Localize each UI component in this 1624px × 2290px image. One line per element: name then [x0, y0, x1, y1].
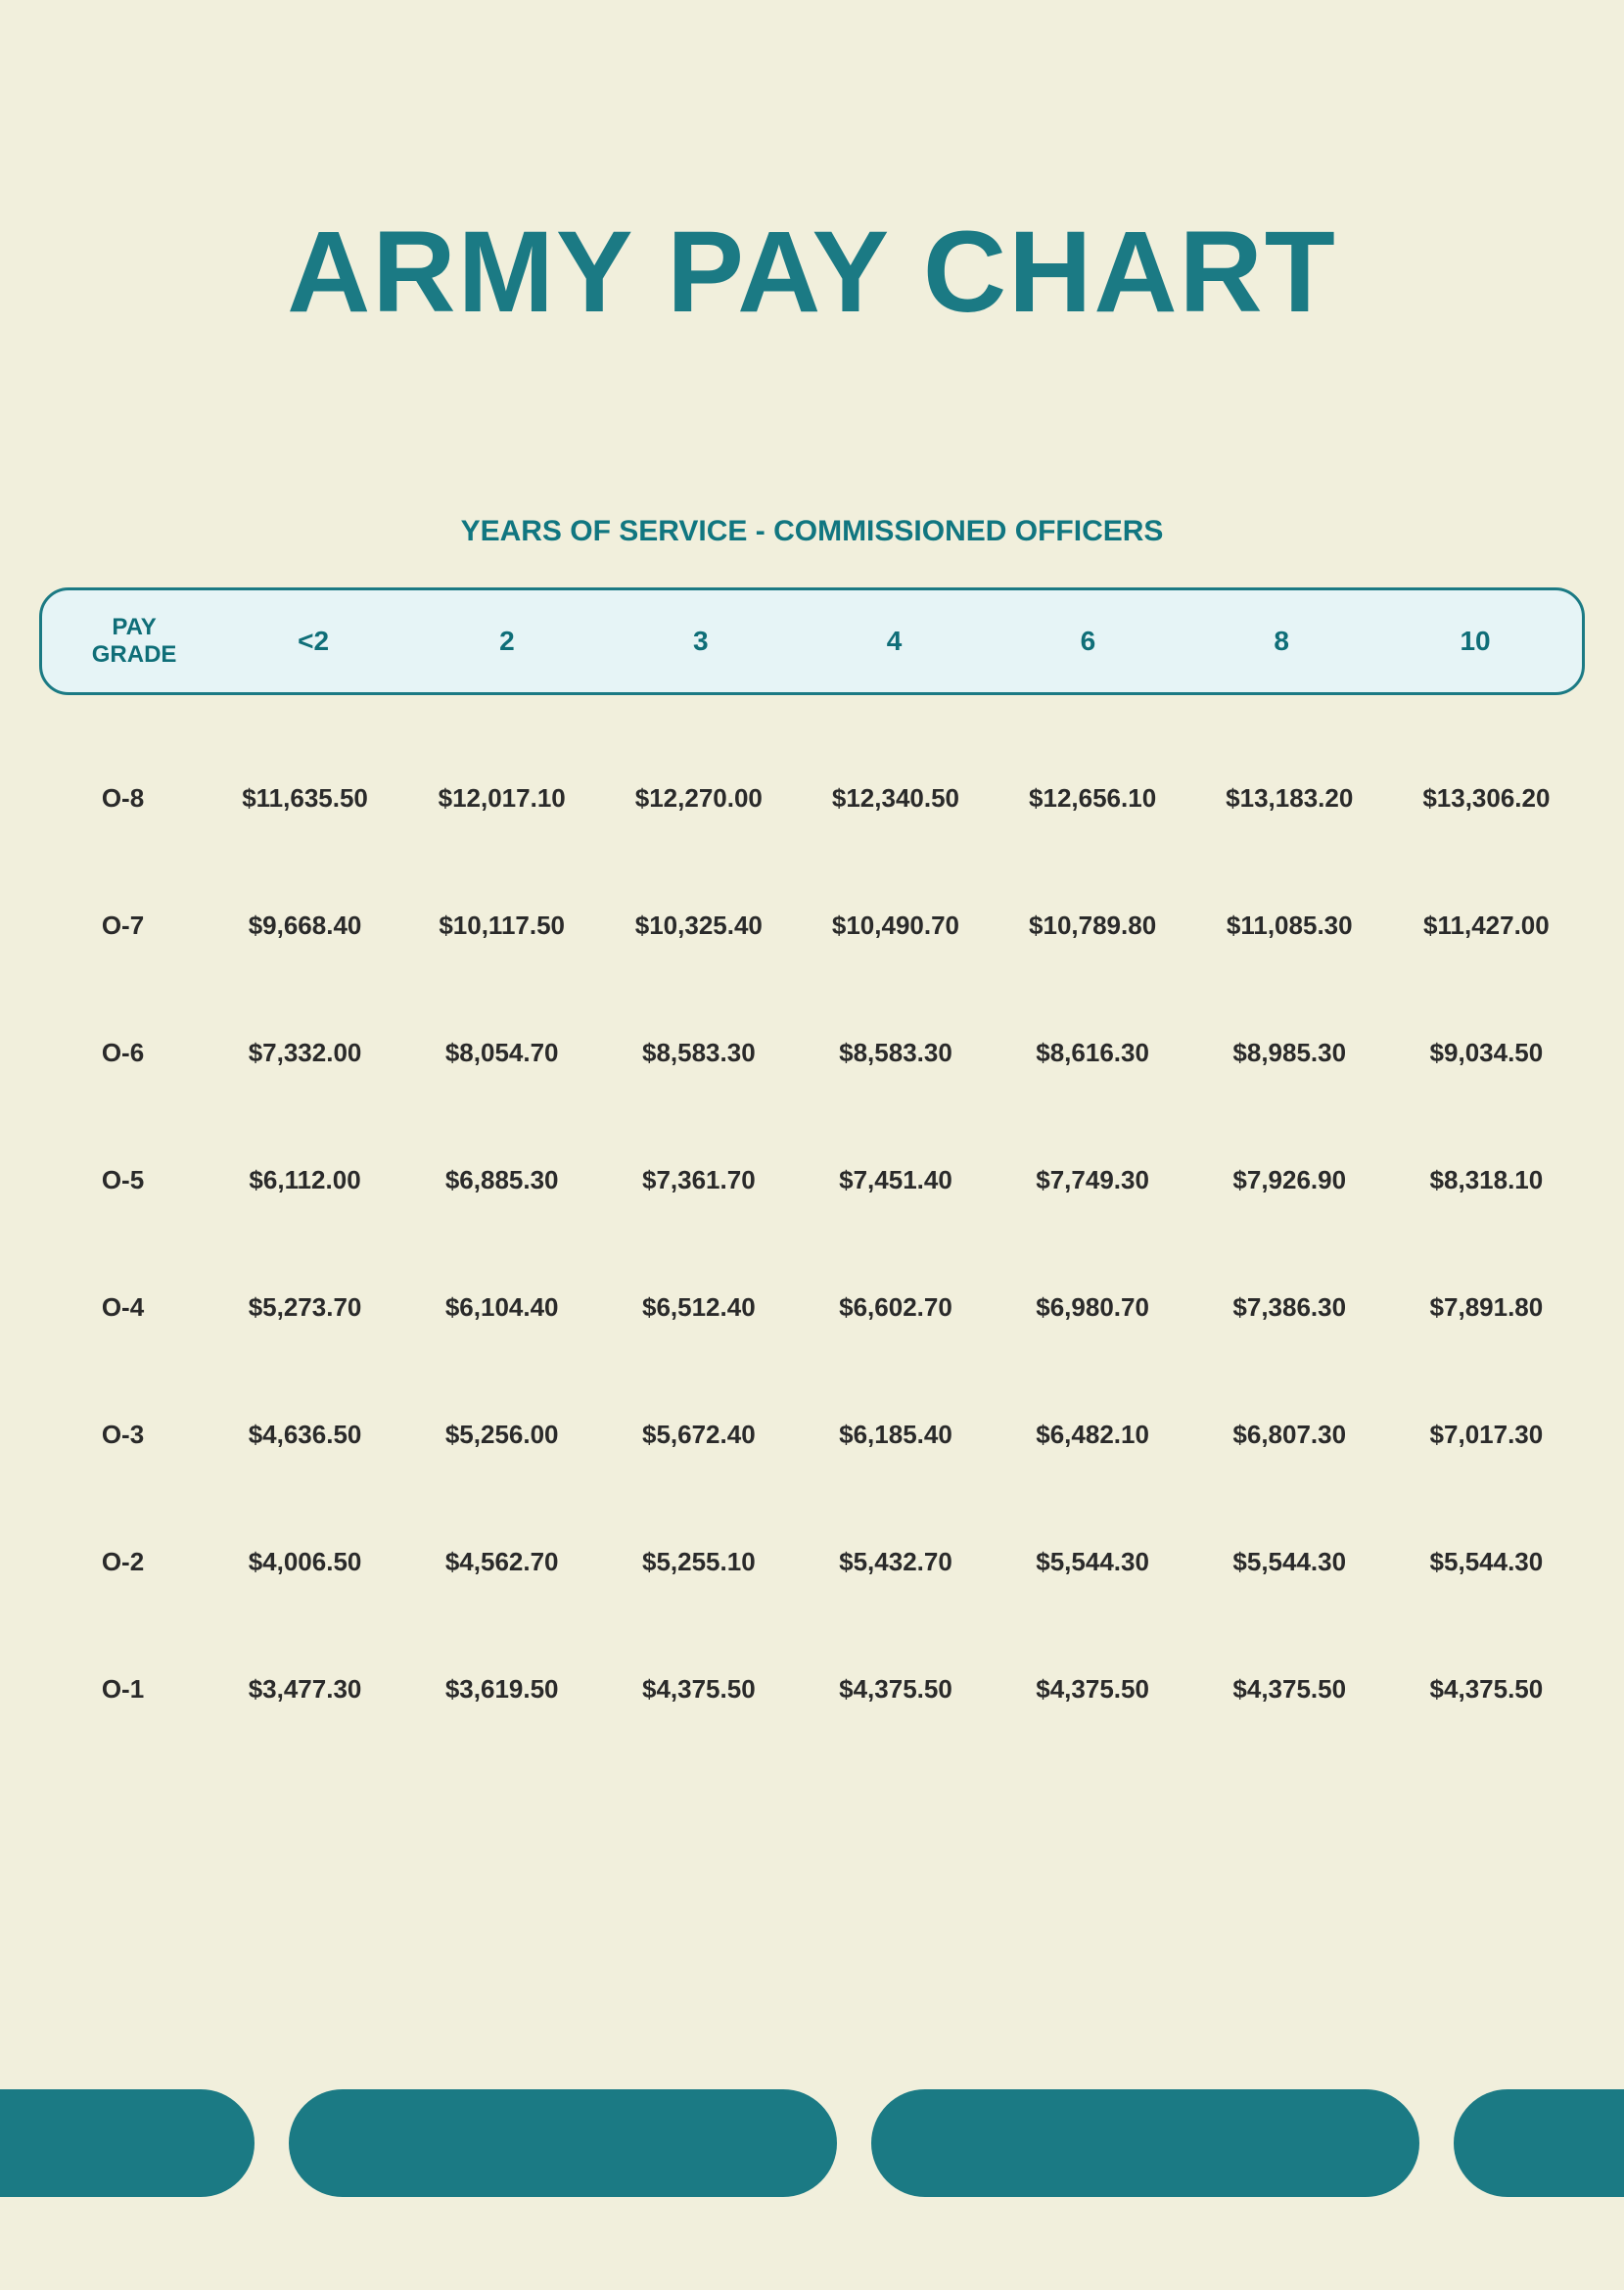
pay-value-cell: $5,256.00 — [403, 1420, 600, 1450]
pay-value-cell: $13,183.20 — [1191, 783, 1388, 814]
pay-value-cell: $4,375.50 — [600, 1674, 797, 1705]
pay-value-cell: $8,583.30 — [600, 1038, 797, 1068]
pay-value-cell: $7,891.80 — [1388, 1292, 1585, 1323]
pay-value-cell: $10,789.80 — [995, 911, 1191, 941]
pay-value-cell: $7,386.30 — [1191, 1292, 1388, 1323]
pay-value-cell: $11,427.00 — [1388, 911, 1585, 941]
pay-value-cell: $11,635.50 — [207, 783, 403, 814]
pay-value-cell: $6,104.40 — [403, 1292, 600, 1323]
pay-value-cell: $7,926.90 — [1191, 1165, 1388, 1195]
pay-value-cell: $4,636.50 — [207, 1420, 403, 1450]
footer-bar — [0, 2089, 255, 2197]
header-col: <2 — [216, 626, 410, 657]
pay-value-cell: $10,325.40 — [600, 911, 797, 941]
page-subtitle: YEARS OF SERVICE - COMMISSIONED OFFICERS — [0, 515, 1624, 548]
pay-value-cell: $7,451.40 — [797, 1165, 994, 1195]
pay-value-cell: $6,482.10 — [995, 1420, 1191, 1450]
pay-grade-cell: O-6 — [39, 1038, 207, 1068]
pay-value-cell: $10,490.70 — [797, 911, 994, 941]
header-col: 10 — [1378, 626, 1572, 657]
pay-value-cell: $7,361.70 — [600, 1165, 797, 1195]
pay-value-cell: $4,375.50 — [797, 1674, 994, 1705]
pay-value-cell: $4,375.50 — [1191, 1674, 1388, 1705]
pay-value-cell: $6,807.30 — [1191, 1420, 1388, 1450]
pay-value-cell: $12,017.10 — [403, 783, 600, 814]
pay-value-cell: $5,544.30 — [1388, 1547, 1585, 1577]
table-row: O-1$3,477.30$3,619.50$4,375.50$4,375.50$… — [39, 1625, 1585, 1753]
pay-value-cell: $6,602.70 — [797, 1292, 994, 1323]
header-pay-grade-line2: GRADE — [92, 641, 177, 668]
pay-grade-cell: O-3 — [39, 1420, 207, 1450]
pay-value-cell: $8,616.30 — [995, 1038, 1191, 1068]
pay-value-cell: $6,980.70 — [995, 1292, 1191, 1323]
table-row: O-7$9,668.40$10,117.50$10,325.40$10,490.… — [39, 862, 1585, 989]
footer-bar — [1454, 2089, 1624, 2197]
header-pay-grade: PAY GRADE — [52, 614, 216, 668]
pay-grade-cell: O-5 — [39, 1165, 207, 1195]
pay-value-cell: $4,375.50 — [995, 1674, 1191, 1705]
pay-value-cell: $5,544.30 — [1191, 1547, 1388, 1577]
page-title: ARMY PAY CHART — [0, 0, 1624, 339]
table-header-row: PAY GRADE <2 2 3 4 6 8 10 — [39, 587, 1585, 695]
pay-value-cell: $6,512.40 — [600, 1292, 797, 1323]
pay-grade-cell: O-1 — [39, 1674, 207, 1705]
pay-value-cell: $6,885.30 — [403, 1165, 600, 1195]
pay-value-cell: $8,054.70 — [403, 1038, 600, 1068]
table-row: O-3$4,636.50$5,256.00$5,672.40$6,185.40$… — [39, 1371, 1585, 1498]
pay-value-cell: $5,273.70 — [207, 1292, 403, 1323]
table-body: O-8$11,635.50$12,017.10$12,270.00$12,340… — [39, 734, 1585, 1753]
footer-bar — [289, 2089, 837, 2197]
table-row: O-8$11,635.50$12,017.10$12,270.00$12,340… — [39, 734, 1585, 862]
pay-value-cell: $9,668.40 — [207, 911, 403, 941]
header-col: 6 — [991, 626, 1184, 657]
pay-grade-cell: O-4 — [39, 1292, 207, 1323]
pay-value-cell: $7,749.30 — [995, 1165, 1191, 1195]
pay-value-cell: $12,656.10 — [995, 783, 1191, 814]
table-row: O-5$6,112.00$6,885.30$7,361.70$7,451.40$… — [39, 1116, 1585, 1243]
pay-value-cell: $5,432.70 — [797, 1547, 994, 1577]
pay-value-cell: $5,672.40 — [600, 1420, 797, 1450]
pay-value-cell: $8,985.30 — [1191, 1038, 1388, 1068]
pay-value-cell: $4,562.70 — [403, 1547, 600, 1577]
pay-grade-cell: O-7 — [39, 911, 207, 941]
header-pay-grade-line1: PAY — [112, 614, 156, 640]
header-col: 4 — [798, 626, 992, 657]
pay-value-cell: $6,112.00 — [207, 1165, 403, 1195]
pay-value-cell: $5,544.30 — [995, 1547, 1191, 1577]
pay-value-cell: $5,255.10 — [600, 1547, 797, 1577]
footer-bar — [871, 2089, 1419, 2197]
pay-value-cell: $4,375.50 — [1388, 1674, 1585, 1705]
pay-value-cell: $11,085.30 — [1191, 911, 1388, 941]
pay-value-cell: $8,318.10 — [1388, 1165, 1585, 1195]
pay-value-cell: $12,340.50 — [797, 783, 994, 814]
pay-value-cell: $7,017.30 — [1388, 1420, 1585, 1450]
header-col: 8 — [1184, 626, 1378, 657]
table-row: O-2$4,006.50$4,562.70$5,255.10$5,432.70$… — [39, 1498, 1585, 1625]
pay-value-cell: $12,270.00 — [600, 783, 797, 814]
pay-grade-cell: O-8 — [39, 783, 207, 814]
pay-value-cell: $9,034.50 — [1388, 1038, 1585, 1068]
table-row: O-4$5,273.70$6,104.40$6,512.40$6,602.70$… — [39, 1243, 1585, 1371]
pay-value-cell: $4,006.50 — [207, 1547, 403, 1577]
pay-table: PAY GRADE <2 2 3 4 6 8 10 O-8$11,635.50$… — [39, 587, 1585, 1753]
pay-value-cell: $3,619.50 — [403, 1674, 600, 1705]
footer-bars — [0, 2089, 1624, 2197]
pay-value-cell: $7,332.00 — [207, 1038, 403, 1068]
table-row: O-6$7,332.00$8,054.70$8,583.30$8,583.30$… — [39, 989, 1585, 1116]
pay-grade-cell: O-2 — [39, 1547, 207, 1577]
pay-value-cell: $3,477.30 — [207, 1674, 403, 1705]
header-col: 2 — [410, 626, 604, 657]
header-col: 3 — [604, 626, 798, 657]
pay-value-cell: $6,185.40 — [797, 1420, 994, 1450]
pay-value-cell: $13,306.20 — [1388, 783, 1585, 814]
pay-value-cell: $8,583.30 — [797, 1038, 994, 1068]
pay-value-cell: $10,117.50 — [403, 911, 600, 941]
